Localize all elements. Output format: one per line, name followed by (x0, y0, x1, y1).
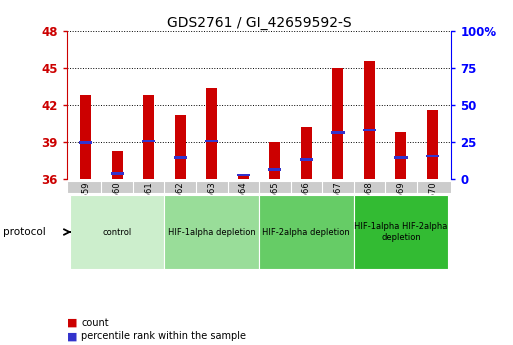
Text: percentile rank within the sample: percentile rank within the sample (81, 332, 246, 341)
Bar (238, 175, 249, 179)
Bar (268, 168, 282, 171)
Bar (206, 88, 218, 179)
Bar (70, 195, 165, 269)
Text: GSM71660: GSM71660 (113, 182, 122, 227)
Text: GSM71662: GSM71662 (176, 182, 185, 227)
Bar (396, 132, 406, 179)
Bar (165, 195, 259, 269)
Text: control: control (103, 227, 132, 237)
Bar (175, 115, 186, 179)
Text: GSM71663: GSM71663 (207, 182, 216, 227)
Text: GSM71664: GSM71664 (239, 182, 248, 227)
Text: GSM71666: GSM71666 (302, 182, 311, 227)
Text: HIF-1alpha HIF-2alpha
depletion: HIF-1alpha HIF-2alpha depletion (354, 222, 448, 242)
Text: GSM71669: GSM71669 (397, 182, 405, 227)
Bar (427, 110, 438, 179)
Text: protocol: protocol (3, 227, 45, 237)
Bar (112, 151, 123, 179)
Text: HIF-1alpha depletion: HIF-1alpha depletion (168, 227, 255, 237)
Bar (236, 174, 250, 176)
Bar (301, 127, 312, 179)
Text: GSM71668: GSM71668 (365, 182, 374, 227)
Bar (364, 61, 375, 179)
Text: HIF-2alpha depletion: HIF-2alpha depletion (263, 227, 350, 237)
Bar (300, 158, 313, 161)
Bar (205, 140, 219, 142)
Bar (173, 156, 187, 158)
Text: count: count (81, 318, 109, 327)
Bar (394, 156, 408, 158)
Text: GSM71665: GSM71665 (270, 182, 280, 227)
Bar (332, 68, 343, 179)
Bar (79, 141, 92, 144)
Bar (363, 129, 376, 131)
Bar (269, 142, 280, 179)
Text: GSM71667: GSM71667 (333, 182, 342, 227)
Bar (259, 195, 353, 269)
Text: GSM71670: GSM71670 (428, 182, 437, 227)
Title: GDS2761 / GI_42659592-S: GDS2761 / GI_42659592-S (167, 16, 351, 30)
Text: ■: ■ (67, 318, 77, 327)
Bar (142, 140, 155, 142)
Bar (80, 95, 91, 179)
Bar (143, 95, 154, 179)
Bar (331, 131, 345, 134)
Bar (110, 172, 124, 175)
Text: GSM71661: GSM71661 (144, 182, 153, 227)
Bar (426, 155, 439, 157)
Bar (353, 195, 448, 269)
Text: ■: ■ (67, 332, 77, 341)
Text: GSM71659: GSM71659 (81, 182, 90, 227)
